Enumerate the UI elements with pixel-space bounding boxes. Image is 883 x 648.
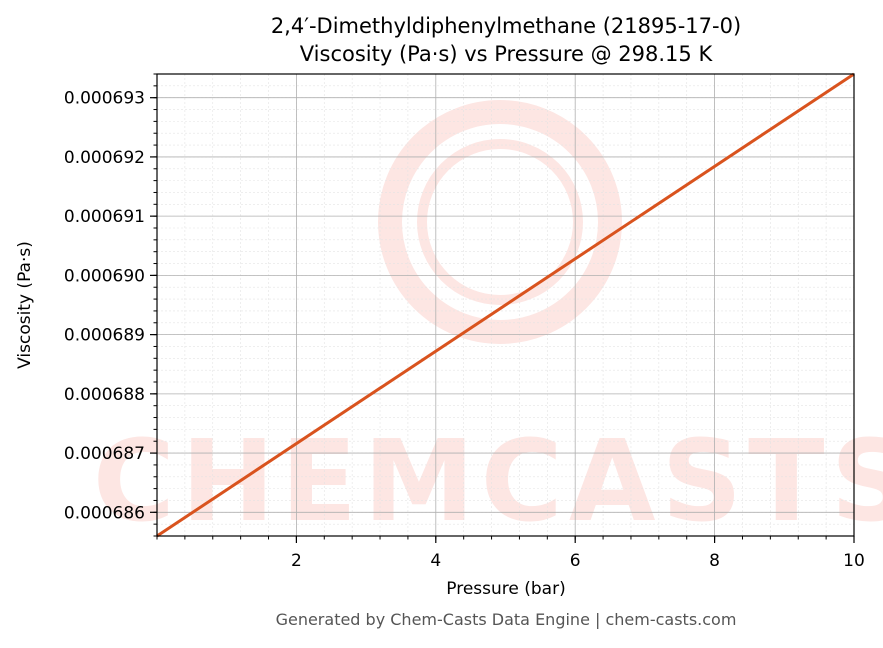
y-tick-label: 0.000688 [64,385,145,405]
plot-frame [156,73,855,537]
footer-text: Generated by Chem-Casts Data Engine | ch… [276,610,737,629]
grid [156,73,855,537]
y-tick-label: 0.000693 [64,89,145,109]
y-tick-label: 0.000689 [64,326,145,346]
ticks: 2 4 6 8 10 0.000686 0.000687 0.000688 0.000689 0.… [64,73,865,571]
series-layer [156,72,855,538]
y-tick-label: 0.000692 [64,148,145,168]
x-tick-label: 10 [843,551,865,571]
x-axis-label: Pressure (bar) [446,579,565,599]
watermark-logo: CHEMCASTS [93,100,883,547]
y-tick-label: 0.000687 [64,444,145,464]
chart-subtitle: Viscosity (Pa·s) vs Pressure @ 298.15 K [300,42,714,66]
x-tick-label: 8 [709,551,720,571]
y-tick-label: 0.000686 [64,503,145,523]
x-tick-label: 2 [291,551,302,571]
x-tick-label: 6 [570,551,581,571]
y-axis-label: Viscosity (Pa·s) [15,241,35,369]
y-tick-label: 0.000691 [64,207,145,227]
watermark-text: CHEMCASTS [93,417,883,547]
series-line [156,72,855,538]
chart-title: 2,4′-Dimethyldiphenylmethane (21895-17-0… [271,14,741,38]
x-tick-label: 4 [430,551,441,571]
y-tick-label: 0.000690 [64,266,145,286]
